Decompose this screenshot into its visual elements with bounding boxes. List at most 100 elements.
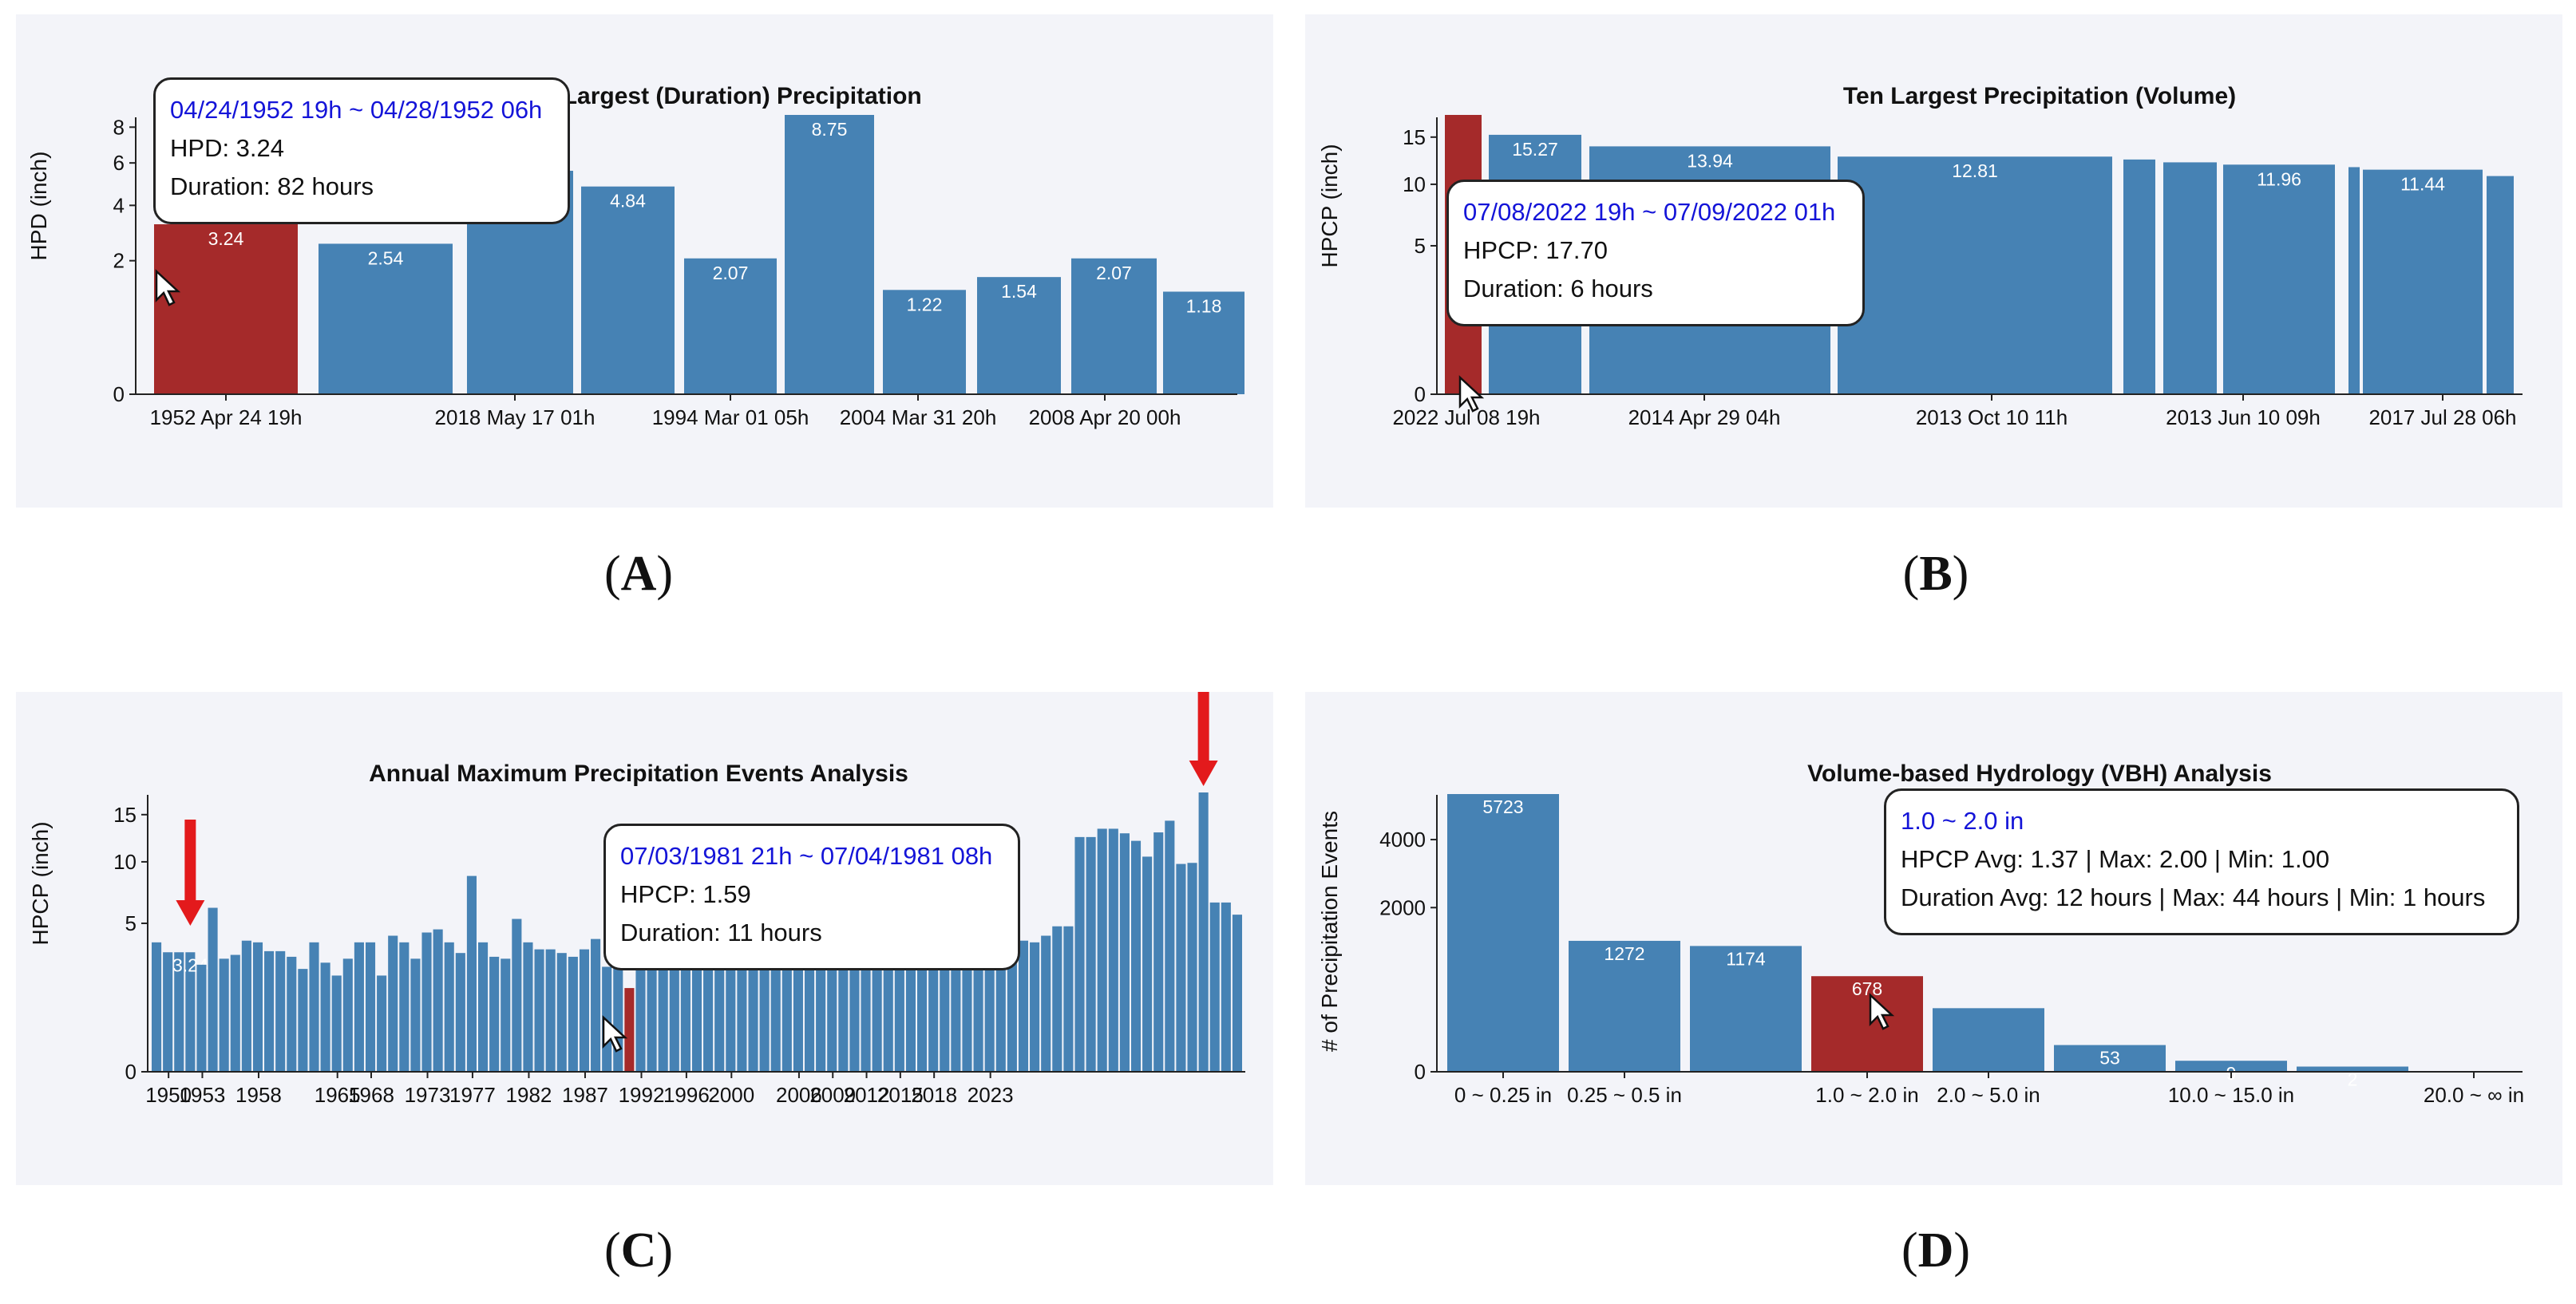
bar [1030,942,1040,1072]
bar-value-label: 5723 [1482,796,1523,817]
bar [319,243,453,394]
bar [489,956,500,1072]
bar [1130,840,1142,1072]
bar [1209,902,1220,1072]
bar [1187,863,1197,1072]
bar [1052,926,1062,1072]
x-tick-label: 2013 Oct 10 11h [1916,405,2068,429]
x-tick-label: 1965 [315,1083,361,1107]
bar [174,952,184,1072]
bar-value-label: 2.54 [368,247,404,268]
bar [298,969,308,1072]
bar [680,960,690,1072]
bar [388,935,398,1072]
y-tick-label: 6 [113,151,125,175]
tooltip-b-line2: Duration: 6 hours [1463,275,1653,302]
bar [365,942,376,1072]
y-axis-label: HPCP (inch) [1317,144,1342,267]
bar-value-label: 3.24 [208,228,244,249]
bar [714,960,725,1072]
bar [726,956,736,1072]
bar [421,932,432,1072]
bar [917,954,928,1072]
tooltip-c-line2: Duration: 11 hours [620,919,822,946]
bar [185,952,196,1072]
bar-value-label: 53 [2099,1048,2120,1069]
bar-value-label: 678 [1852,978,1882,999]
x-tick-label: 1.0 ~ 2.0 in [1815,1083,1918,1107]
bar [591,938,601,1072]
bar [894,949,904,1072]
bar [1108,828,1118,1072]
bar [737,954,747,1072]
bar [1198,792,1209,1072]
x-tick-label: 1982 [506,1083,552,1107]
bar [2348,167,2360,394]
x-tick-label: 2008 Apr 20 00h [1029,405,1181,429]
tooltip-c: 07/03/1981 21h ~ 07/04/1981 08h HPCP: 1.… [603,824,1020,970]
tooltip-b: 07/08/2022 19h ~ 07/09/2022 01h HPCP: 17… [1446,180,1865,326]
bar-value-label: 11.44 [2400,174,2445,195]
bar [230,954,240,1072]
bar [1232,915,1242,1072]
bar [849,962,860,1072]
y-axis-label: HPD (inch) [26,152,51,261]
bar [252,942,263,1072]
tooltip-c-line1: HPCP: 1.59 [620,880,751,908]
bar-value-label: 1272 [1604,943,1644,964]
x-tick-label: 1953 [180,1083,226,1107]
bar [669,958,679,1072]
bar [433,929,443,1072]
x-tick-label: 2014 Apr 29 04h [1628,405,1781,429]
tooltip-b-line1: HPCP: 17.70 [1463,236,1608,264]
bar [1221,902,1231,1072]
bar [1119,833,1130,1072]
bar [684,258,777,394]
bar-value-label: 1.22 [907,294,943,314]
tooltip-a-line2: Duration: 82 hours [170,172,374,200]
bar [410,958,421,1072]
chart-title: Ten Largest (Duration) Precipitation [515,83,922,109]
chart-a: 3.24 2.54 4.84 2.07 8.75 1.22 1.54 2.07 1.18 0 2 4 6… [26,83,1244,429]
bar [905,956,916,1072]
y-tick-label: 10 [113,850,137,874]
bar [399,942,410,1072]
bar [995,960,1006,1072]
bar [861,960,871,1072]
bar [973,950,983,1072]
bar [466,875,477,1072]
tooltip-b-range: 07/08/2022 19h ~ 07/09/2022 01h [1463,198,1836,226]
bar [1163,291,1244,394]
bar [275,950,286,1072]
bar [264,950,275,1072]
x-tick-label: 1987 [562,1083,608,1107]
bar [977,277,1061,394]
tooltip-a-range: 04/24/1952 19h ~ 04/28/1952 06h [170,96,543,124]
x-tick-label: 10.0 ~ 15.0 in [2168,1083,2294,1107]
y-tick-label: 0 [1415,1060,1426,1084]
panel-a: 3.24 2.54 4.84 2.07 8.75 1.22 1.54 2.07 1.18 0 2 4 6… [16,14,1273,508]
bar-value-label: 8.75 [812,119,848,140]
bar [579,949,590,1072]
bar [534,949,544,1072]
x-tick-label: 2018 May 17 01h [435,405,596,429]
cursor-icon [1458,375,1485,413]
bar [455,953,465,1072]
y-tick-label: 4000 [1379,828,1426,852]
bar-value-label: 2 [2348,1069,2358,1089]
panel-label-c: (C) [603,1223,674,1278]
x-tick-label: 1977 [449,1083,496,1107]
bar [1690,946,1802,1072]
x-tick-label: 0 ~ 0.25 in [1454,1083,1552,1107]
tooltip-c-range: 07/03/1981 21h ~ 07/04/1981 08h [620,842,993,870]
y-axis-label: HPCP (inch) [28,821,53,945]
bar [287,956,297,1072]
chart-title: Ten Largest Precipitation (Volume) [1843,83,2236,109]
bar [1176,863,1186,1072]
bar [785,115,874,394]
bar [1086,836,1096,1072]
bar [1933,1008,2044,1072]
x-tick-label: 2018 [911,1083,957,1107]
bar [2363,169,2483,395]
bar [154,224,298,394]
